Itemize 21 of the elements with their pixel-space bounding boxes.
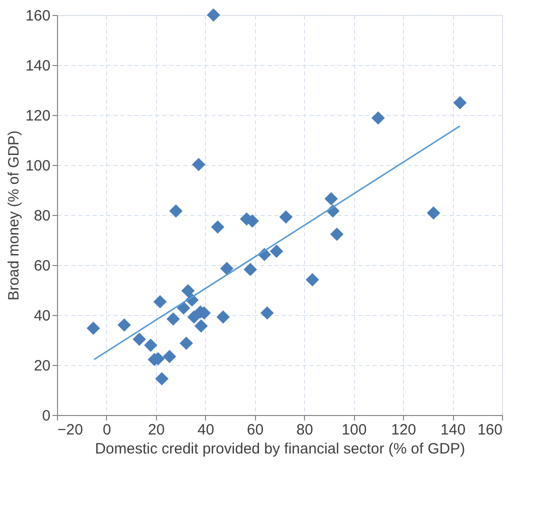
y-tick-label: 20: [34, 358, 50, 374]
y-tick-label: 40: [34, 308, 50, 324]
x-axis-title: Domestic credit provided by financial sector (% of GDP): [94, 440, 466, 458]
x-tick-label: 0: [102, 422, 112, 438]
y-tick-label: 120: [25, 108, 50, 124]
y-tick-label: 160: [25, 8, 50, 24]
x-tick-label: 20: [148, 422, 165, 438]
x-tick-label: 160: [477, 422, 502, 438]
x-tick-label: 40: [197, 422, 214, 438]
y-tick-label: 100: [25, 158, 50, 174]
y-tick-label: 0: [42, 408, 50, 424]
x-tick-label: −20: [58, 422, 83, 438]
y-tick-label: 140: [25, 58, 50, 74]
y-tick-label: 60: [34, 258, 50, 274]
x-tick-label: 100: [342, 422, 367, 438]
x-tick-label: 60: [246, 422, 264, 438]
x-tick-label: 120: [391, 422, 416, 438]
y-axis-title: Broad money (% of GDP): [5, 130, 22, 301]
x-tick-label: 140: [440, 422, 466, 438]
y-tick-label: 80: [34, 208, 50, 224]
x-tick-label: 80: [296, 422, 314, 438]
